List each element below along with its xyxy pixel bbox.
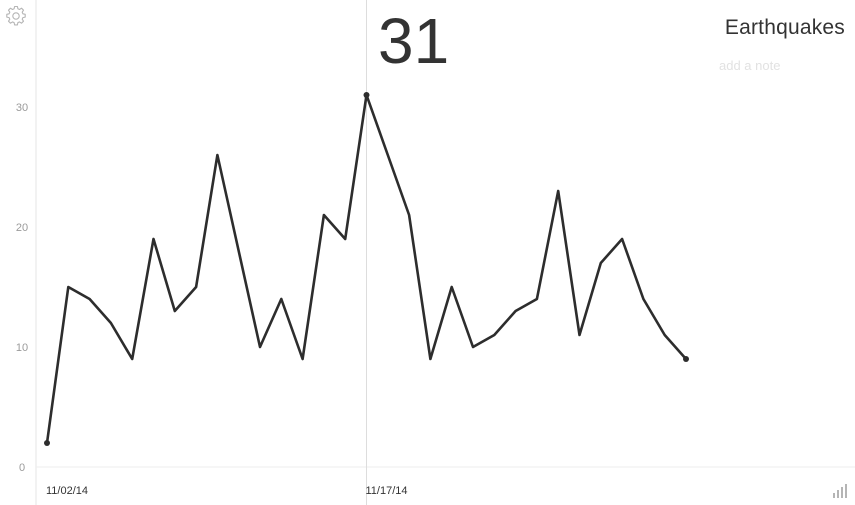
y-tick-label: 10 (16, 342, 28, 354)
data-point (363, 92, 370, 98)
x-tick-label: 11/17/14 (366, 485, 408, 497)
y-tick-label: 0 (19, 462, 25, 474)
settings-button[interactable] (1, 1, 31, 31)
x-axis-ticks: 11/02/14 11/17/14 (46, 485, 408, 497)
y-tick-label: 30 (16, 102, 28, 114)
chart-type-button[interactable] (825, 475, 855, 505)
x-tick-label: 11/02/14 (46, 485, 88, 497)
highlighted-value: 31 (378, 5, 450, 77)
data-point (683, 356, 689, 362)
note-input[interactable]: add a note (719, 58, 781, 73)
gear-icon (6, 5, 26, 26)
y-tick-label: 20 (16, 222, 28, 234)
y-axis-ticks: 0 10 20 30 (16, 102, 28, 474)
series-group (44, 92, 689, 446)
chart-title: Earthquakes (724, 16, 845, 39)
chart-axes (35, 0, 855, 505)
bar-chart-icon (833, 484, 847, 498)
data-point (44, 440, 50, 446)
